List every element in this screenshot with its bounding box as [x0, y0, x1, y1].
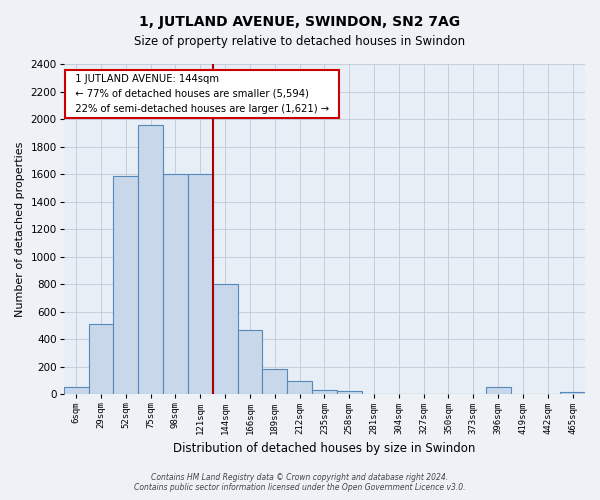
- Text: Size of property relative to detached houses in Swindon: Size of property relative to detached ho…: [134, 35, 466, 48]
- Bar: [212, 284, 238, 395]
- Bar: [138, 124, 163, 394]
- Y-axis label: Number of detached properties: Number of detached properties: [15, 142, 25, 317]
- Text: 1, JUTLAND AVENUE, SWINDON, SN2 7AG: 1, JUTLAND AVENUE, SWINDON, SN2 7AG: [139, 15, 461, 29]
- Bar: [337, 391, 362, 394]
- Bar: [188, 174, 212, 394]
- Text: 1 JUTLAND AVENUE: 144sqm  
  ← 77% of detached houses are smaller (5,594)  
  22: 1 JUTLAND AVENUE: 144sqm ← 77% of detach…: [69, 74, 335, 114]
- Bar: [560, 392, 585, 394]
- Text: Contains HM Land Registry data © Crown copyright and database right 2024.
Contai: Contains HM Land Registry data © Crown c…: [134, 473, 466, 492]
- Bar: [486, 387, 511, 394]
- Bar: [64, 387, 89, 394]
- Bar: [262, 369, 287, 394]
- X-axis label: Distribution of detached houses by size in Swindon: Distribution of detached houses by size …: [173, 442, 476, 455]
- Bar: [238, 330, 262, 394]
- Bar: [287, 382, 312, 394]
- Bar: [89, 324, 113, 394]
- Bar: [163, 174, 188, 394]
- Bar: [312, 390, 337, 394]
- Bar: [113, 176, 138, 394]
